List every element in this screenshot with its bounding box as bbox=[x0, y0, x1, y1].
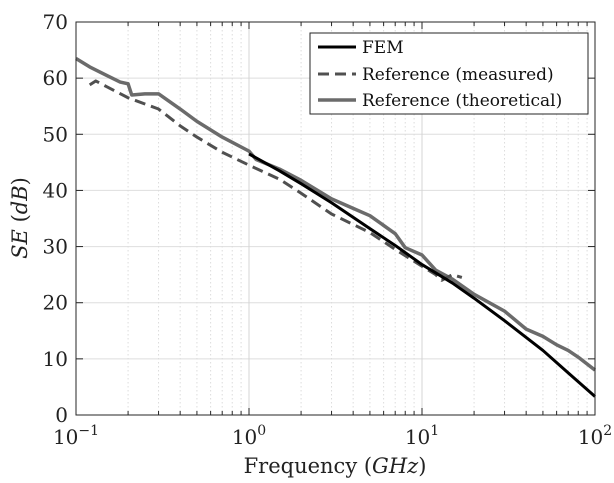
y-tick-label: 70 bbox=[43, 10, 68, 34]
x-tick-label: 102 bbox=[578, 423, 612, 449]
legend-box bbox=[309, 32, 589, 115]
y-tick-label: 10 bbox=[43, 347, 68, 371]
y-tick-label: 60 bbox=[43, 66, 68, 90]
y-tick-label: 40 bbox=[43, 178, 68, 202]
legend: FEM Reference (measured) Reference (theo… bbox=[309, 32, 589, 115]
y-tick-label: 20 bbox=[43, 291, 68, 315]
x-axis-label: Frequency (GHz) bbox=[244, 454, 427, 478]
legend-label-theoretical: Reference (theoretical) bbox=[362, 91, 562, 111]
y-axis-label: SE (dB) bbox=[8, 177, 32, 259]
series-line-reference-theoretical bbox=[75, 56, 597, 372]
y-tick-label: 0 bbox=[55, 403, 68, 427]
legend-label-measured: Reference (measured) bbox=[362, 65, 554, 85]
legend-label-fem: FEM bbox=[362, 38, 404, 58]
series-line-reference-measured bbox=[88, 79, 463, 282]
x-tick-label: 101 bbox=[405, 423, 439, 449]
series-lines bbox=[75, 56, 597, 398]
y-tick-label: 50 bbox=[43, 122, 68, 146]
series-line-fem bbox=[248, 152, 596, 398]
x-tick-label: 100 bbox=[232, 423, 266, 449]
x-tick-label: 10−1 bbox=[53, 423, 99, 449]
plot-frame bbox=[75, 21, 596, 416]
axis-ticks bbox=[75, 21, 596, 416]
y-tick-label: 30 bbox=[43, 235, 68, 259]
